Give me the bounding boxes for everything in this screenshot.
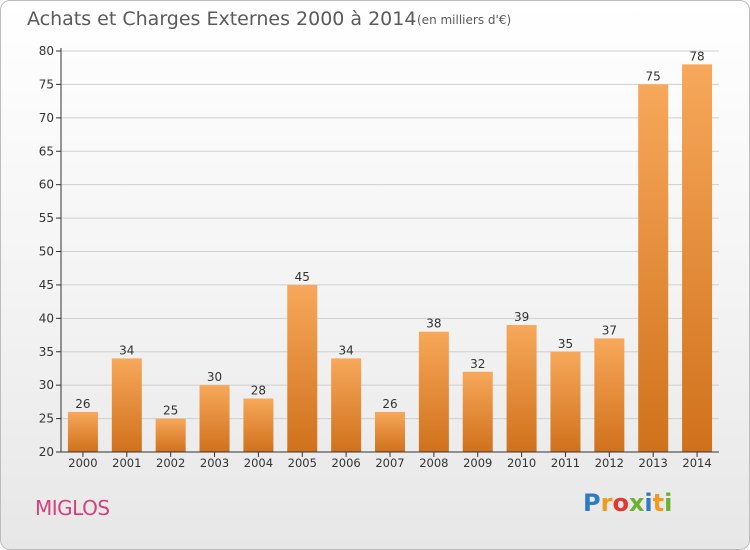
logo-letter: r xyxy=(600,489,613,517)
x-tick-label: 2014 xyxy=(682,456,711,470)
bar xyxy=(638,84,669,453)
bar xyxy=(111,358,142,452)
y-tick-label: 25 xyxy=(39,412,54,426)
data-label: 32 xyxy=(470,357,485,371)
bar xyxy=(243,398,274,452)
data-label: 28 xyxy=(251,384,266,398)
y-tick-label: 40 xyxy=(39,311,54,325)
data-label: 34 xyxy=(338,343,353,357)
x-tick-label: 2002 xyxy=(156,456,185,470)
bar xyxy=(462,371,493,452)
logo-letter: i xyxy=(644,489,653,517)
bar xyxy=(331,358,362,452)
x-tick-label: 2005 xyxy=(288,456,317,470)
data-label: 26 xyxy=(382,397,397,411)
y-tick-label: 55 xyxy=(39,211,54,225)
x-tick-label: 2012 xyxy=(595,456,624,470)
bar xyxy=(375,411,405,452)
logo-letter: i xyxy=(664,489,673,517)
data-label: 39 xyxy=(514,310,529,324)
logo-letter: t xyxy=(652,489,665,517)
data-label: 75 xyxy=(646,69,661,83)
y-tick-label: 60 xyxy=(39,178,54,192)
y-tick-label: 35 xyxy=(39,345,54,359)
y-tick-label: 80 xyxy=(39,44,54,58)
bar xyxy=(506,325,537,452)
chart-title: Achats et Charges Externes 2000 à 2014 xyxy=(27,8,417,30)
data-label: 30 xyxy=(207,370,222,384)
data-label: 26 xyxy=(75,397,90,411)
bar xyxy=(67,411,98,452)
y-tick-label: 45 xyxy=(39,278,54,292)
x-tick-label: 2010 xyxy=(507,456,536,470)
bar xyxy=(418,331,449,452)
x-tick-label: 2007 xyxy=(375,456,404,470)
chart-subtitle: (en milliers d'€) xyxy=(417,13,512,27)
bar xyxy=(550,351,581,452)
bar xyxy=(594,338,625,452)
y-tick-label: 30 xyxy=(39,378,54,392)
y-tick-label: 75 xyxy=(39,77,54,91)
x-tick-label: 2006 xyxy=(331,456,360,470)
x-tick-label: 2003 xyxy=(200,456,229,470)
x-tick-label: 2000 xyxy=(68,456,97,470)
x-tick-label: 2011 xyxy=(551,456,580,470)
x-tick-label: 2001 xyxy=(112,456,141,470)
proxiti-logo: Proxiti xyxy=(583,489,672,517)
logo-letter: P xyxy=(583,489,601,517)
y-tick-label: 65 xyxy=(39,144,54,158)
data-label: 34 xyxy=(119,343,134,357)
x-tick-label: 2013 xyxy=(639,456,668,470)
data-label: 45 xyxy=(295,270,310,284)
bar xyxy=(199,385,230,452)
logo-letter: o xyxy=(612,489,629,517)
y-tick-label: 50 xyxy=(39,245,54,259)
data-label: 25 xyxy=(163,404,178,418)
data-label: 37 xyxy=(602,323,617,337)
bar xyxy=(287,284,318,452)
commune-name: MIGLOS xyxy=(35,496,110,520)
x-tick-label: 2008 xyxy=(419,456,448,470)
logo-letter: x xyxy=(628,489,645,517)
bar xyxy=(682,64,713,452)
data-label: 78 xyxy=(689,49,704,63)
y-tick-label: 20 xyxy=(39,445,54,459)
x-tick-label: 2009 xyxy=(463,456,492,470)
x-tick-label: 2004 xyxy=(244,456,273,470)
data-label: 38 xyxy=(426,317,441,331)
bar xyxy=(155,418,186,452)
y-tick-label: 70 xyxy=(39,111,54,125)
data-label: 35 xyxy=(558,337,573,351)
